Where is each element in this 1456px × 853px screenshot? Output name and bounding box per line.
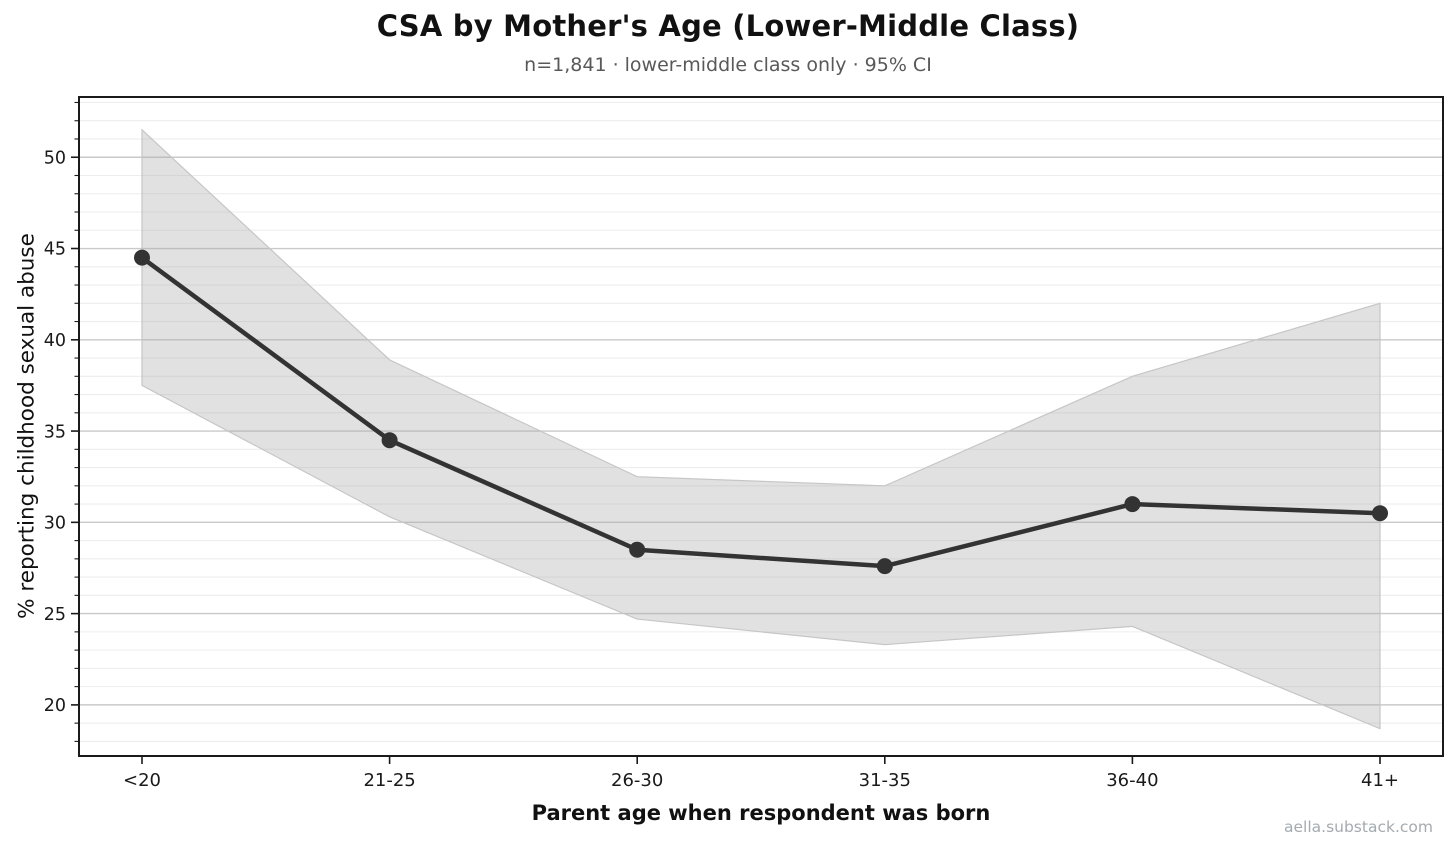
data-point-marker bbox=[1124, 496, 1141, 513]
x-tick-label: 21-25 bbox=[363, 770, 415, 791]
y-tick-label: 20 bbox=[44, 696, 66, 716]
y-tick-label: 45 bbox=[44, 240, 66, 260]
x-tick-label: 31-35 bbox=[859, 770, 911, 791]
data-point-marker bbox=[381, 432, 398, 449]
plot-spines bbox=[78, 96, 1444, 757]
x-axis-label: Parent age when respondent was born bbox=[531, 801, 991, 825]
chart-subtitle: n=1,841 · lower-middle class only · 95% … bbox=[524, 54, 932, 76]
watermark: aella.substack.com bbox=[1284, 818, 1433, 836]
x-tick-label: 26-30 bbox=[611, 770, 663, 791]
y-tick-label: 30 bbox=[44, 514, 66, 534]
x-tick-label: 36-40 bbox=[1106, 770, 1158, 791]
x-tick-label: <20 bbox=[123, 770, 161, 791]
x-tick-label: 41+ bbox=[1361, 770, 1399, 791]
data-point-marker bbox=[629, 541, 646, 558]
y-axis-label: % reporting childhood sexual abuse bbox=[14, 233, 40, 619]
data-point-marker bbox=[876, 558, 893, 575]
y-tick-label: 40 bbox=[44, 331, 66, 351]
data-point-marker bbox=[1372, 505, 1388, 522]
y-tick-label: 35 bbox=[44, 422, 66, 442]
confidence-band bbox=[141, 128, 1381, 730]
chart-title: CSA by Mother's Age (Lower-Middle Class) bbox=[376, 9, 1080, 43]
series-line bbox=[139, 255, 1383, 569]
y-tick-label: 25 bbox=[44, 605, 66, 625]
y-tick-label: 50 bbox=[44, 148, 66, 168]
data-point-marker bbox=[134, 249, 150, 266]
